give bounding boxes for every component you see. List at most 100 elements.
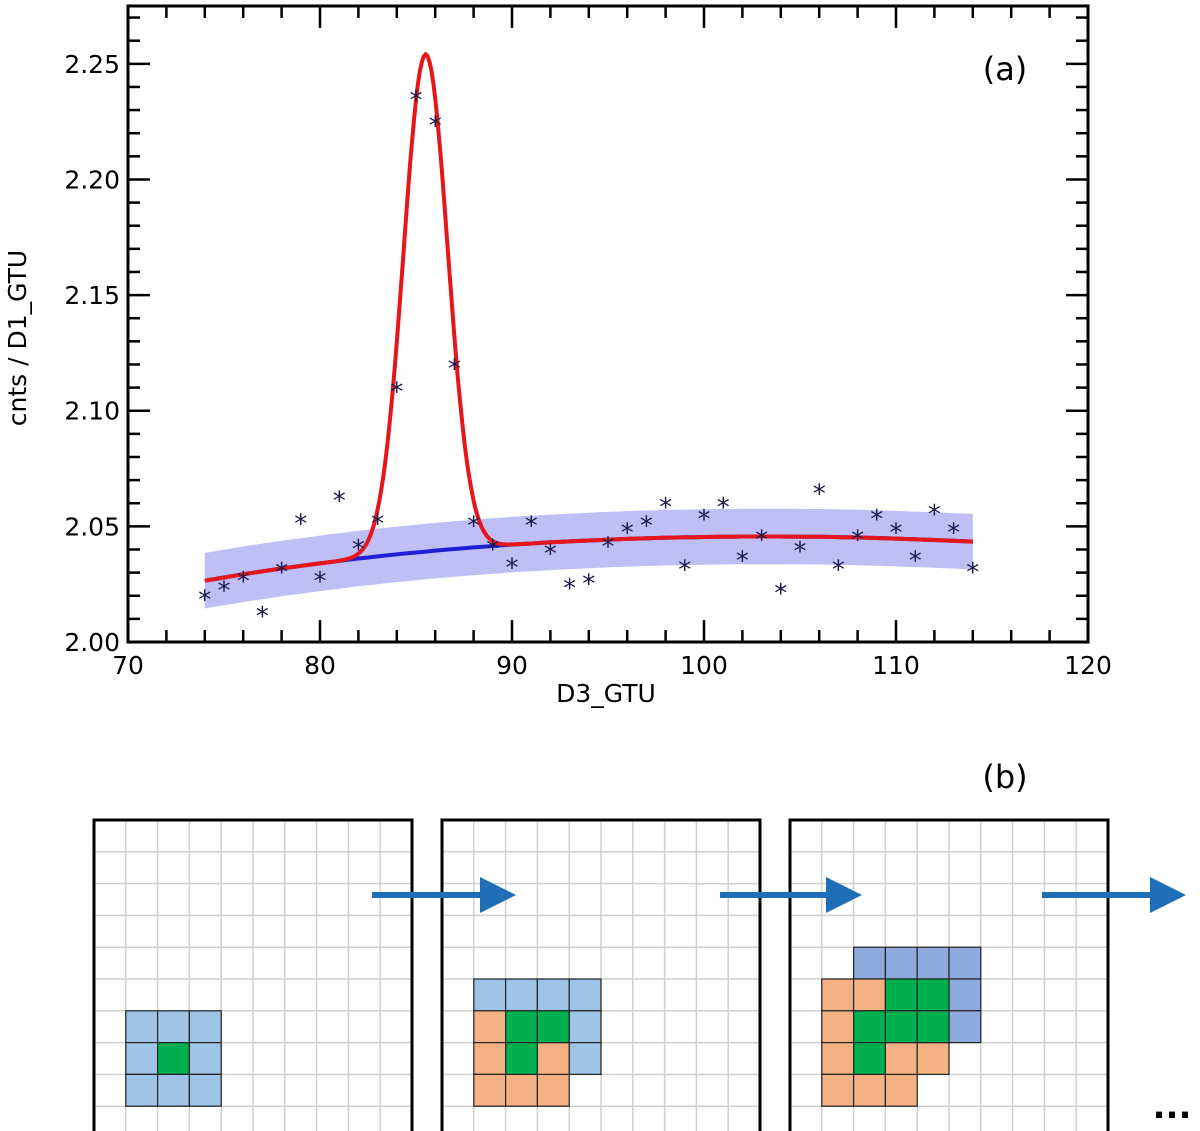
grid-cell [473,1041,507,1075]
arrow-icon [720,877,862,913]
y-tick-label: 2.00 [64,628,120,657]
data-point: * [333,486,346,516]
data-point: * [928,500,941,530]
y-tick-label: 2.15 [64,281,120,310]
grid-cell [568,978,602,1012]
grid-cell [125,1010,159,1044]
data-point: * [506,553,519,583]
grid-cell [188,1073,222,1107]
grid-cell [157,1041,191,1075]
data-point: * [832,556,845,586]
grid-cell [157,1010,191,1044]
data-point: * [621,519,634,549]
data-point: * [870,505,883,535]
data-point: * [371,509,384,539]
y-tick-label: 2.10 [64,397,120,426]
data-point: * [294,509,307,539]
data-points: * * ****************** ** * **** ********* ****… [198,86,979,632]
grid-cell [916,978,950,1012]
grid-cell [884,946,918,980]
data-point: * [890,519,903,549]
tick-labels: 70 80 90 100 110 120 2.00 2.05 2.10 2.15 2.20 2.25 [64,50,1112,680]
grid-cell [536,978,570,1012]
panel-label-a: (a) [983,50,1028,88]
data-point: * [851,526,864,556]
axis-ticks [126,6,1090,644]
grid-cell [473,978,507,1012]
grid-cell [884,1010,918,1044]
x-tick-label: 110 [872,651,920,680]
ellipsis: ... [1153,1087,1192,1127]
grid-cell [536,1073,570,1107]
data-point: * [486,535,499,565]
y-tick-label: 2.20 [64,165,120,194]
grid-cell [821,978,855,1012]
data-point: * [678,556,691,586]
grid-cell [916,1041,950,1075]
arrow-icon [372,877,516,913]
grid-cell [568,1010,602,1044]
grid-border [788,818,1110,1131]
data-point: * [314,567,327,597]
grid-cell [884,1073,918,1107]
grid-cell [916,1010,950,1044]
x-tick-label: 100 [680,651,728,680]
arrow-icon [1042,877,1186,913]
grid-cell [505,1073,539,1107]
grid-cell [188,1041,222,1075]
chart-panel-a: * * ****************** ** * **** ********* ****… [3,4,1112,708]
y-axis-title: cnts / D1_GTU [3,250,32,426]
grid-cell [884,1041,918,1075]
data-point: * [909,546,922,576]
grid-cell [821,1073,855,1107]
grid-cell [505,1041,539,1075]
data-point: * [352,535,365,565]
grid-cell [157,1073,191,1107]
confidence-band [204,508,973,609]
grid-cell [536,1041,570,1075]
grid-cell [568,1041,602,1075]
grid-cell [125,1073,159,1107]
data-point: * [755,526,768,556]
grid-cell [125,1041,159,1075]
data-point: * [544,539,557,569]
grid-border [440,818,762,1131]
grid-panels [92,818,1110,1131]
x-tick-label: 120 [1064,651,1112,680]
data-point: * [966,558,979,588]
data-point: * [813,479,826,509]
data-point: * [410,86,423,116]
grid-panel-1 [92,818,414,1131]
grid-cell [821,1010,855,1044]
grid-cell [852,978,886,1012]
x-tick-label: 80 [304,651,336,680]
panel-label-b: (b) [982,758,1027,796]
grid-cell [505,1010,539,1044]
flow-arrows [372,877,1186,913]
data-point: * [736,546,749,576]
data-point: * [525,512,538,542]
y-tick-label: 2.25 [64,50,120,79]
grid-cell [916,946,950,980]
y-tick-label: 2.05 [64,512,120,541]
data-point: * [448,354,461,384]
data-point: * [390,378,403,408]
grid-cell [821,1041,855,1075]
x-tick-label: 70 [112,651,144,680]
grid-cell [505,978,539,1012]
data-point: * [218,576,231,606]
data-point: * [275,558,288,588]
diagram-panel-b: (b) ... [92,758,1192,1131]
grid-cell [473,1073,507,1107]
plot-frame [126,4,1090,644]
data-point: * [602,533,615,563]
grid-cell [948,978,982,1012]
x-axis-title: D3_GTU [556,679,656,708]
grid-border [92,818,414,1131]
grid-cell [948,946,982,980]
grid-cell [852,1010,886,1044]
peak-fit-line [204,51,973,583]
data-point: * [774,579,787,609]
x-tick-label: 90 [496,651,528,680]
